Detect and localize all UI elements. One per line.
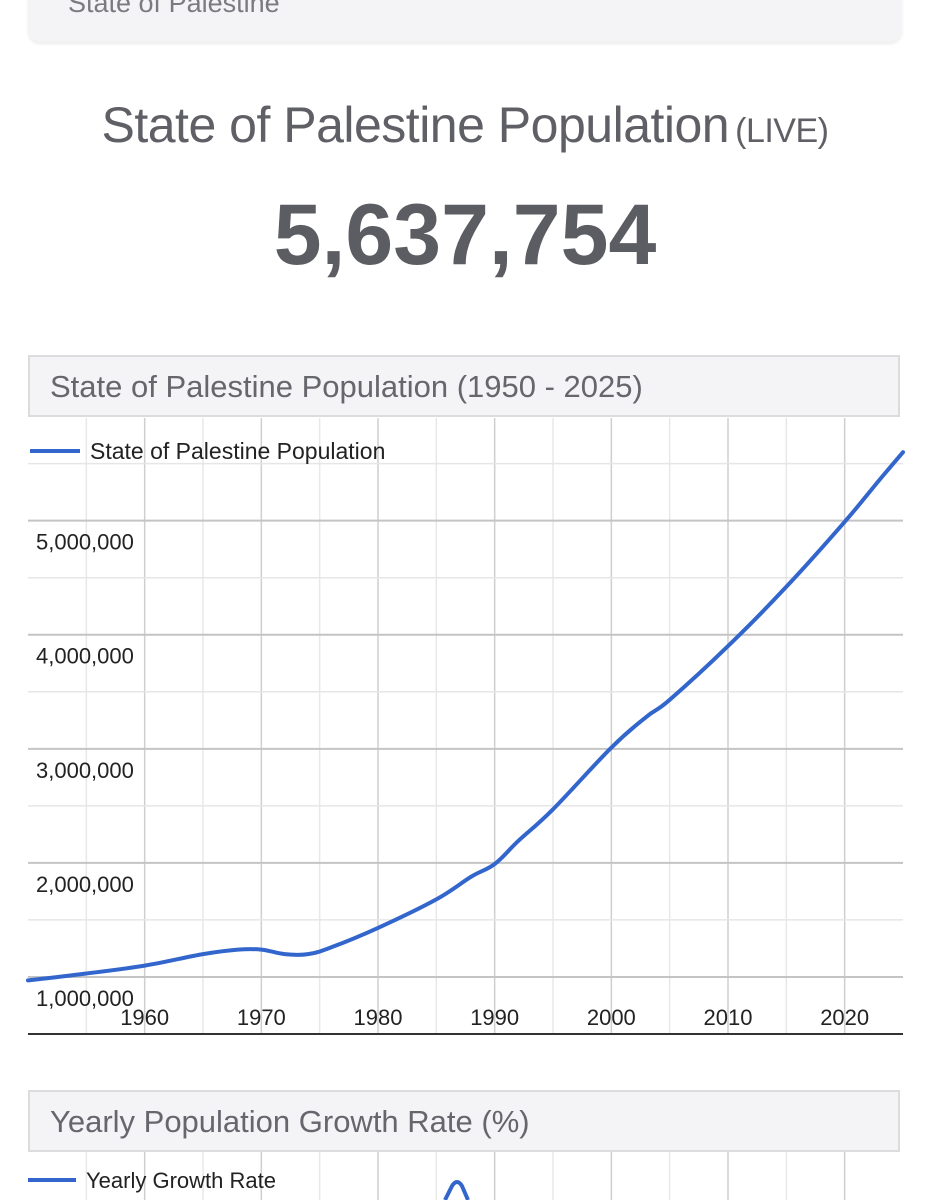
page-title-text: State of Palestine Population <box>101 97 730 153</box>
growth-rate-chart-title: Yearly Population Growth Rate (%) <box>50 1104 530 1139</box>
growth-rate-series-line <box>443 1180 470 1200</box>
previous-section-card: State of Palestine <box>28 0 902 42</box>
x-tick-label: 1980 <box>354 1005 403 1030</box>
legend-label: Yearly Growth Rate <box>86 1168 276 1193</box>
previous-section-label: State of Palestine <box>68 0 280 18</box>
live-tag: (LIVE) <box>735 112 829 150</box>
y-tick-label: 1,000,000 <box>36 986 134 1011</box>
population-chart-header: State of Palestine Population (1950 - 20… <box>28 355 900 417</box>
page-title: State of Palestine Population (LIVE) <box>0 96 930 154</box>
y-tick-label: 5,000,000 <box>36 530 134 555</box>
x-tick-label: 2020 <box>820 1005 869 1030</box>
growth-rate-chart: Yearly Growth Rate <box>28 1152 846 1200</box>
population-chart-title: State of Palestine Population (1950 - 20… <box>50 369 643 404</box>
x-tick-label: 2000 <box>587 1005 636 1030</box>
x-tick-label: 1960 <box>120 1005 169 1030</box>
y-tick-label: 3,000,000 <box>36 758 134 783</box>
x-tick-label: 2010 <box>704 1005 753 1030</box>
x-tick-label: 1970 <box>237 1005 286 1030</box>
population-series-line <box>26 450 905 983</box>
x-tick-label: 1990 <box>470 1005 519 1030</box>
live-population-counter: 5,637,754 <box>273 187 657 283</box>
growth-rate-chart-header: Yearly Population Growth Rate (%) <box>28 1090 900 1152</box>
y-tick-label: 4,000,000 <box>36 644 134 669</box>
y-tick-label: 2,000,000 <box>36 872 134 897</box>
legend-label: State of Palestine Population <box>90 438 385 464</box>
population-chart: 1,000,000 2,000,000 3,000,000 4,000,000 5,00… <box>26 418 905 1035</box>
